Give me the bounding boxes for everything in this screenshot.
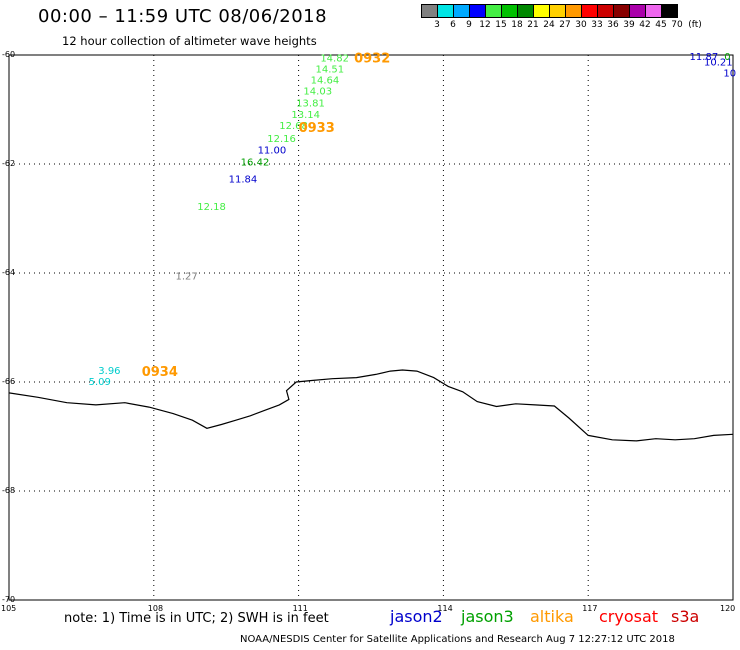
wave-height-value: 10: [723, 68, 736, 79]
longitude-tick-label: 117: [582, 604, 598, 613]
longitude-tick-label: 108: [147, 604, 164, 613]
time-labels-layer: 0932 0933 0934: [142, 52, 391, 380]
map-grid: [8, 54, 734, 601]
wave-height-value: 5.09: [89, 377, 111, 388]
map-frame: [8, 54, 734, 601]
latitude-tick-label: -64: [2, 268, 16, 277]
pass-time-label: 0933: [299, 121, 335, 136]
satellite-legend-item: jason2: [390, 607, 443, 626]
map-subtitle: 12 hour collection of altimeter wave hei…: [62, 34, 317, 48]
wave-height-value: 14.64: [311, 76, 340, 87]
scale-label: 21: [527, 20, 539, 30]
wave-height-value: 14.03: [303, 86, 332, 97]
scale-label: 15: [495, 20, 507, 30]
wave-height-value: 13.14: [291, 110, 320, 121]
wave-height-value: 12.68: [279, 121, 308, 132]
scale-unit: (ft): [688, 20, 702, 30]
scale-label: 27: [559, 20, 571, 30]
footer-credit: NOAA/NESDIS Center for Satellite Applica…: [240, 634, 675, 645]
scale-label: 33: [591, 20, 603, 30]
satellite-legend-item: cryosat: [599, 607, 659, 626]
latitude-tick-label: -66: [2, 377, 16, 386]
scale-label: 30: [575, 20, 587, 30]
pass-time-label: 0934: [142, 365, 178, 380]
wave-height-value: 11.87: [690, 52, 719, 63]
longitude-tick-label: 111: [292, 604, 308, 613]
wave-height-value: 14.82: [320, 54, 349, 65]
latitude-tick-label: -62: [2, 159, 16, 168]
scale-swatch: [661, 4, 678, 18]
longitude-tick-label: 105: [1, 604, 17, 613]
wave-height-value: 13.81: [296, 98, 325, 109]
coastline: [8, 369, 734, 442]
wave-height-value: 3.96: [98, 366, 120, 377]
longitude-tick-label: 120: [720, 604, 736, 613]
pass-time-label: 0932: [354, 52, 390, 67]
scale-label: 18: [511, 20, 523, 30]
latitude-tick-label: -60: [2, 50, 16, 59]
color-scale: [421, 4, 678, 18]
latitude-tick-label: -68: [2, 486, 16, 495]
wave-height-value: 11.00: [258, 145, 287, 156]
wave-height-value: 11.84: [229, 175, 258, 186]
wave-height-value: 1.27: [176, 272, 198, 283]
satellite-legend-item: altika: [530, 607, 574, 626]
map-title: 00:00 – 11:59 UTC 08/06/2018: [38, 6, 328, 27]
longitude-tick-label: 114: [437, 604, 453, 613]
latitude-tick-label: -70: [2, 595, 16, 604]
scale-label: 45: [655, 20, 667, 30]
scale-label: 42: [639, 20, 651, 30]
wave-height-value: 10.21: [704, 58, 733, 69]
scale-label: 70: [671, 20, 683, 30]
wave-height-value: 12.18: [197, 202, 226, 213]
scale-label: 9: [466, 20, 472, 30]
wave-height-value: 0: [724, 52, 730, 63]
wave-height-value: 14.51: [315, 65, 344, 76]
scale-label: 36: [607, 20, 619, 30]
note-text: note: 1) Time is in UTC; 2) SWH is in fe…: [64, 611, 329, 626]
satellite-legend-item: s3a: [671, 607, 700, 626]
scale-label: 3: [434, 20, 440, 30]
satellite-legend-item: jason3: [461, 607, 514, 626]
scale-label: 6: [450, 20, 456, 30]
scale-label: 24: [543, 20, 555, 30]
wave-height-value: 16.42: [241, 157, 270, 168]
scale-label: 39: [623, 20, 635, 30]
scale-label: 12: [479, 20, 491, 30]
wave-height-value: 12.16: [267, 134, 296, 145]
